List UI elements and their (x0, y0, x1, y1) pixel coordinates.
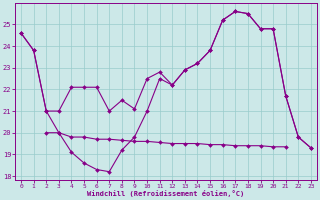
X-axis label: Windchill (Refroidissement éolien,°C): Windchill (Refroidissement éolien,°C) (87, 190, 244, 197)
